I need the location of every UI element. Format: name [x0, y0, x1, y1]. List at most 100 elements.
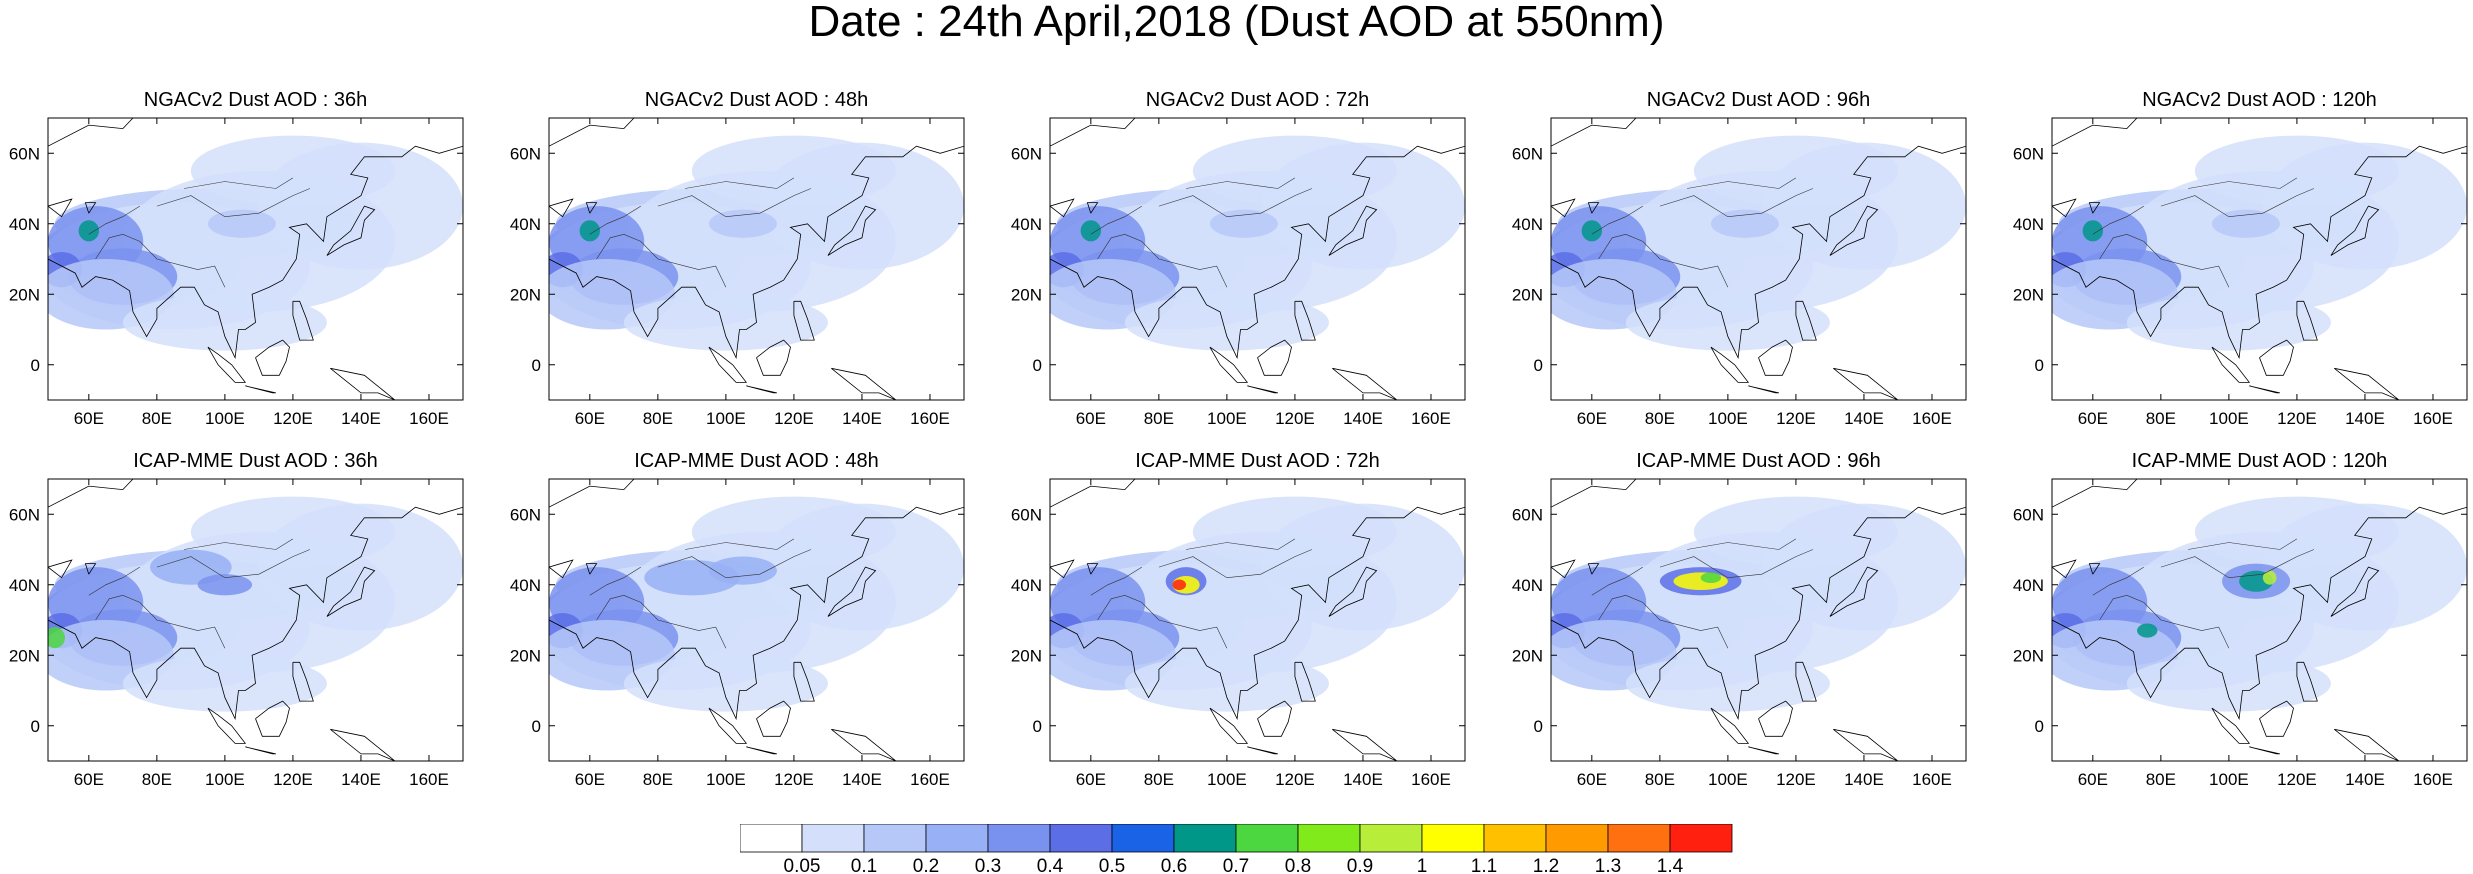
coastline	[2052, 198, 2077, 218]
lat-tick-label: 60N	[1011, 144, 1042, 163]
coastline	[1551, 118, 1637, 147]
coastline	[1758, 339, 1793, 376]
map-frame	[1550, 478, 1967, 762]
aod-blob	[2082, 220, 2104, 242]
country-border	[184, 538, 294, 550]
lat-tick-label: 20N	[9, 646, 40, 665]
colorbar-label: 1	[1417, 856, 1428, 874]
panel-title: NGACv2 Dust AOD : 72h	[1145, 89, 1370, 111]
map-plot: 60E 80E 100E 120E 140E 160E 0 20N 40N 60N	[510, 478, 965, 789]
lat-tick-label: 0	[2035, 717, 2044, 736]
aod-field	[2052, 118, 2467, 400]
coastline	[1758, 700, 1793, 737]
lat-tick-label: 20N	[510, 646, 541, 665]
coastline	[1209, 346, 1249, 383]
coastline	[326, 566, 376, 617]
panel-title: NGACv2 Dust AOD : 120h	[2142, 89, 2377, 111]
map-plot: 60E 80E 100E 120E 140E 160E 0 20N 40N 60N	[510, 117, 965, 428]
lon-tick-label: 140E	[1343, 770, 1383, 789]
lon-tick-label: 140E	[1844, 770, 1884, 789]
colorbar-label: 1.1	[1471, 856, 1497, 874]
aod-blob	[78, 220, 100, 242]
lon-tick-label: 80E	[1144, 409, 1174, 428]
colorbar-label: 0.1	[851, 856, 877, 874]
aod-field	[1050, 118, 1465, 400]
coastline	[2249, 385, 2280, 394]
lat-tick-label: 60N	[1512, 505, 1543, 524]
aod-blob	[2194, 135, 2399, 207]
coastline	[2052, 479, 2138, 508]
coastline	[245, 385, 276, 394]
country-border	[589, 566, 641, 596]
lat-tick-label: 20N	[1512, 285, 1543, 304]
lon-tick-label: 80E	[1144, 770, 1174, 789]
aod-blob	[1581, 220, 1603, 242]
aod-blob	[708, 209, 777, 238]
aod-blob	[623, 294, 828, 351]
lon-tick-label: 100E	[706, 409, 746, 428]
country-border	[623, 595, 727, 649]
coastline	[1710, 346, 1750, 383]
country-border	[1625, 234, 1729, 288]
coastline	[1748, 385, 1779, 394]
colorbar-box	[1235, 824, 1299, 853]
lon-tick-label: 160E	[1411, 409, 1451, 428]
lon-tick-label: 120E	[273, 409, 313, 428]
lon-tick-label: 160E	[1912, 409, 1952, 428]
coastline	[549, 559, 574, 579]
coastline	[1257, 700, 1292, 737]
map-plot: 60E 80E 100E 120E 140E 160E 0 20N 40N 60N	[1011, 117, 1466, 428]
colorbar-label: 1.3	[1595, 856, 1621, 874]
country-border	[88, 566, 140, 596]
country-border	[1186, 538, 1296, 550]
aod-blob	[1209, 209, 1278, 238]
country-border	[1687, 177, 1797, 189]
lat-tick-label: 0	[1534, 356, 1543, 375]
panel-title: ICAP-MME Dust AOD : 36h	[133, 450, 378, 472]
coastline	[2052, 145, 2467, 360]
lat-tick-label: 0	[1033, 356, 1042, 375]
coastline	[793, 661, 815, 702]
country-border	[2092, 566, 2144, 596]
aod-field	[1551, 118, 1966, 400]
coastline	[1587, 563, 1600, 575]
map-plot: 60E 80E 100E 120E 140E 160E 0 20N 40N 60N	[9, 478, 464, 789]
aod-blob	[2126, 294, 2331, 351]
colorbar-box	[1421, 824, 1485, 853]
coastline	[1247, 746, 1278, 755]
lat-tick-label: 60N	[2013, 144, 2044, 163]
lon-tick-label: 80E	[1645, 409, 1675, 428]
panel-title: NGACv2 Dust AOD : 36h	[143, 89, 368, 111]
lon-tick-label: 60E	[575, 770, 605, 789]
country-border	[1124, 234, 1228, 288]
lat-tick-label: 40N	[1512, 215, 1543, 234]
country-border	[2160, 549, 2315, 579]
coastline	[2249, 746, 2280, 755]
country-border	[95, 234, 123, 260]
lon-tick-label: 60E	[2078, 409, 2108, 428]
lon-tick-label: 60E	[1577, 409, 1607, 428]
aod-blob	[1700, 572, 1722, 583]
coastline	[1257, 339, 1292, 376]
country-border	[2188, 538, 2298, 550]
map-plot: 60E 80E 100E 120E 140E 160E 0 20N 40N 60N	[9, 117, 464, 428]
lat-tick-label: 40N	[9, 215, 40, 234]
aod-blob	[691, 135, 896, 207]
country-border	[589, 205, 641, 235]
coastline	[1748, 746, 1779, 755]
country-border	[1097, 234, 1125, 260]
country-border	[1158, 188, 1313, 218]
aod-blob	[48, 627, 66, 649]
coastline	[831, 367, 897, 400]
lon-tick-label: 140E	[1343, 409, 1383, 428]
coastline	[84, 202, 97, 214]
aod-field	[48, 118, 463, 400]
colorbar-label: 0.6	[1161, 856, 1187, 874]
coastline	[2259, 700, 2294, 737]
map-frame	[2051, 117, 2468, 401]
country-border	[2099, 234, 2127, 260]
coastline	[2296, 300, 2318, 341]
coastline	[330, 728, 396, 761]
coastline	[549, 506, 964, 721]
coastline	[708, 346, 748, 383]
